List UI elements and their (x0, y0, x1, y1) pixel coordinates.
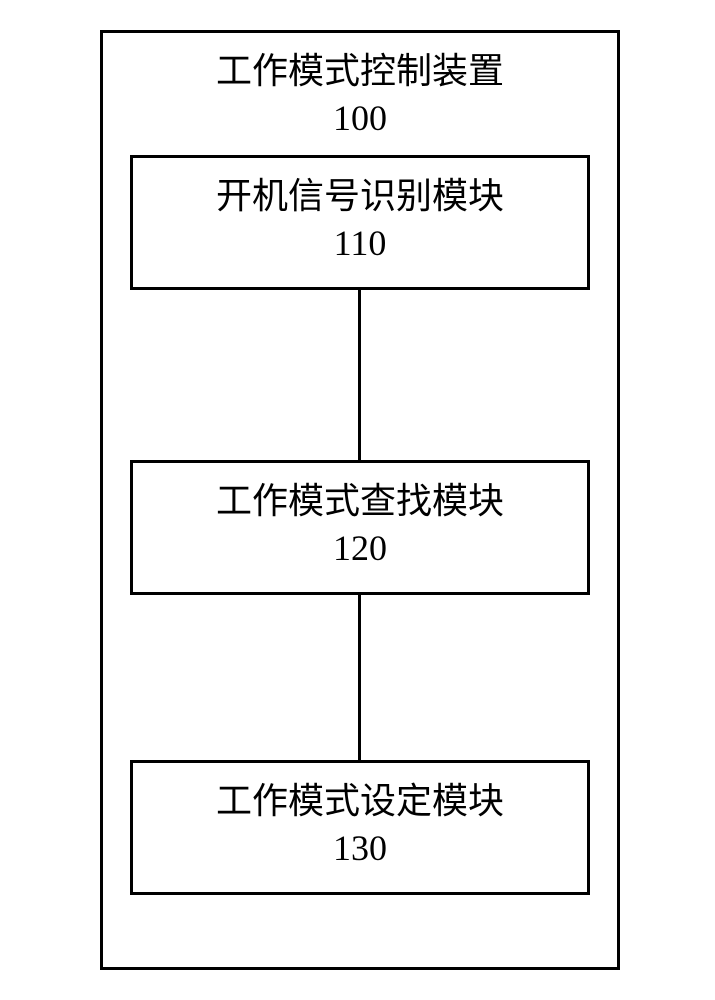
module-130: 工作模式设定模块 130 (130, 760, 590, 895)
outer-number: 100 (103, 95, 617, 142)
connector-120-130 (358, 595, 361, 760)
module-110-title: 开机信号识别模块 (133, 173, 587, 220)
module-130-title: 工作模式设定模块 (133, 778, 587, 825)
module-130-number: 130 (133, 825, 587, 872)
module-110: 开机信号识别模块 110 (130, 155, 590, 290)
module-120: 工作模式查找模块 120 (130, 460, 590, 595)
module-120-title: 工作模式查找模块 (133, 478, 587, 525)
connector-110-120 (358, 290, 361, 460)
module-110-number: 110 (133, 220, 587, 267)
module-120-number: 120 (133, 525, 587, 572)
outer-title: 工作模式控制装置 (103, 48, 617, 95)
